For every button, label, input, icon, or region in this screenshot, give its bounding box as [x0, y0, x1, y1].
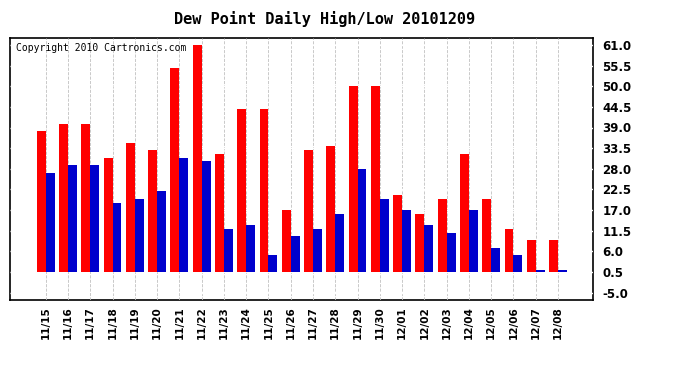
Bar	[215, 154, 224, 272]
Bar	[259, 109, 268, 272]
Bar	[135, 199, 144, 272]
Bar	[415, 214, 424, 272]
Text: Dew Point Daily High/Low 20101209: Dew Point Daily High/Low 20101209	[174, 11, 475, 27]
Bar	[81, 124, 90, 272]
Bar	[482, 199, 491, 272]
Bar	[535, 270, 544, 272]
Bar	[380, 199, 388, 272]
Bar	[357, 169, 366, 272]
Bar	[313, 229, 322, 272]
Bar	[304, 150, 313, 272]
Bar	[179, 158, 188, 272]
Bar	[193, 45, 201, 272]
Bar	[446, 232, 455, 272]
Bar	[104, 158, 112, 272]
Bar	[326, 146, 335, 272]
Bar	[526, 240, 535, 272]
Bar	[37, 131, 46, 272]
Bar	[504, 229, 513, 272]
Bar	[282, 210, 290, 272]
Bar	[157, 191, 166, 272]
Bar	[469, 210, 477, 272]
Bar	[224, 229, 233, 272]
Bar	[460, 154, 469, 272]
Bar	[335, 214, 344, 272]
Bar	[201, 161, 210, 272]
Bar	[348, 86, 357, 272]
Text: Copyright 2010 Cartronics.com: Copyright 2010 Cartronics.com	[16, 43, 186, 53]
Bar	[148, 150, 157, 272]
Bar	[549, 240, 558, 272]
Bar	[558, 270, 567, 272]
Bar	[170, 68, 179, 272]
Bar	[491, 248, 500, 272]
Bar	[268, 255, 277, 272]
Bar	[126, 142, 135, 272]
Bar	[437, 199, 446, 272]
Bar	[393, 195, 402, 272]
Bar	[402, 210, 411, 272]
Bar	[371, 86, 380, 272]
Bar	[246, 225, 255, 272]
Bar	[68, 165, 77, 272]
Bar	[90, 165, 99, 272]
Bar	[112, 202, 121, 272]
Bar	[290, 236, 299, 272]
Bar	[513, 255, 522, 272]
Bar	[237, 109, 246, 272]
Bar	[46, 172, 55, 272]
Bar	[59, 124, 68, 272]
Bar	[424, 225, 433, 272]
